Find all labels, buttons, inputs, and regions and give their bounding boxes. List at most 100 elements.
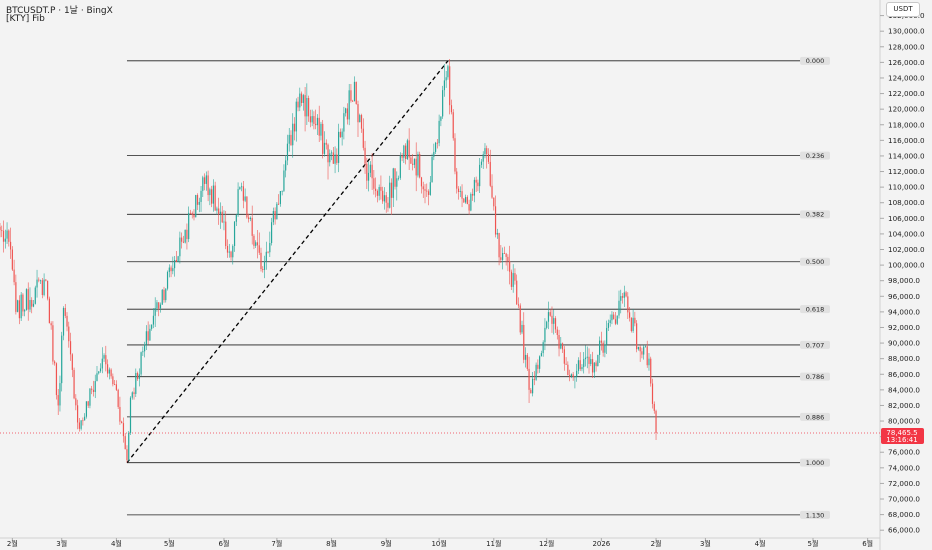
indicator-label[interactable]: [KTY] Fib bbox=[6, 14, 45, 24]
candle-body bbox=[195, 195, 197, 218]
candle-body bbox=[248, 217, 250, 220]
candle-body bbox=[498, 232, 500, 258]
candle-body bbox=[175, 259, 177, 262]
candle-body bbox=[89, 388, 91, 406]
candle-body bbox=[293, 123, 296, 132]
price-tick-label: 120,000.0 bbox=[888, 105, 925, 114]
time-tick-label: 4월 bbox=[755, 539, 766, 548]
price-tick-label: 82,000.0 bbox=[888, 401, 920, 410]
candle-body bbox=[639, 346, 641, 352]
candle-body bbox=[214, 185, 216, 211]
candle-body bbox=[369, 164, 371, 173]
candle-body bbox=[362, 128, 364, 148]
candle-body bbox=[218, 208, 220, 214]
candle-body bbox=[121, 421, 123, 424]
candle-body bbox=[38, 279, 40, 281]
candle-body bbox=[15, 282, 17, 312]
time-axis[interactable]: 2월 3월 4월 5월 6월 7월 8월 9월 10월 11월 12월 2026 2월 3월 4월 5월 6월 bbox=[0, 537, 880, 548]
time-tick-label: 6월 bbox=[219, 539, 230, 548]
candle-body bbox=[265, 251, 267, 262]
candle-body bbox=[553, 318, 555, 324]
fib-retracement[interactable]: 0.000 0.236 0.382 0.500 0.618 0.707 0.786 0.886… bbox=[126, 56, 830, 519]
candle-body bbox=[503, 253, 505, 254]
time-tick-label: 8월 bbox=[326, 539, 337, 548]
price-tick-label: 84,000.0 bbox=[888, 385, 920, 394]
candle-body bbox=[456, 171, 458, 189]
candle-body bbox=[554, 318, 557, 330]
price-axis[interactable]: 66,000.0 68,000.0 70,000.0 72,000.0 74,000.0… bbox=[879, 0, 925, 550]
candle-body bbox=[149, 328, 151, 341]
candle-body bbox=[151, 324, 153, 329]
candle-body bbox=[410, 157, 412, 164]
candle-body bbox=[179, 237, 181, 257]
candle-body bbox=[357, 104, 359, 123]
current-price-tag-bg bbox=[881, 428, 924, 445]
price-tick-label: 108,000.0 bbox=[888, 198, 925, 207]
price-tick-label: 66,000.0 bbox=[888, 526, 920, 535]
candle-body bbox=[523, 324, 525, 360]
candle-body bbox=[431, 156, 433, 183]
candle-body bbox=[486, 148, 488, 155]
time-tick-label: 10월 bbox=[431, 539, 446, 548]
candle-body bbox=[110, 369, 112, 377]
candle-body bbox=[551, 315, 553, 324]
candle-body bbox=[630, 317, 632, 331]
fib-label-bg bbox=[800, 458, 830, 467]
candle-body bbox=[200, 190, 202, 202]
price-tick-label: 102,000.0 bbox=[888, 245, 925, 254]
trend-line-group[interactable] bbox=[126, 60, 449, 464]
candle-body bbox=[1, 230, 3, 231]
candle-body bbox=[484, 148, 486, 155]
candle-body bbox=[472, 194, 474, 196]
candle-body bbox=[558, 335, 560, 349]
fib-level-label: 0.618 bbox=[806, 306, 825, 314]
time-tick-label: 2월 bbox=[7, 539, 18, 548]
candle-body bbox=[570, 374, 572, 377]
candle-body bbox=[276, 203, 278, 220]
candle-body bbox=[188, 212, 190, 240]
candle-body bbox=[318, 117, 320, 136]
candle-body bbox=[136, 372, 139, 379]
candle-body bbox=[530, 389, 532, 394]
candle-body bbox=[75, 398, 77, 406]
candle-body bbox=[544, 327, 546, 343]
candle-body bbox=[57, 395, 59, 406]
candle-body bbox=[447, 66, 449, 78]
price-tick-label: 88,000.0 bbox=[888, 354, 920, 363]
candle-body bbox=[106, 364, 109, 374]
candle-body bbox=[156, 302, 158, 309]
candle-body bbox=[382, 190, 384, 202]
time-tick-label: 5월 bbox=[164, 539, 175, 548]
price-tick-label: 94,000.0 bbox=[888, 307, 920, 316]
candle-body bbox=[119, 406, 121, 422]
candle-body bbox=[18, 300, 20, 319]
candle-body bbox=[505, 253, 507, 257]
candle-body bbox=[494, 206, 497, 235]
candle-body bbox=[262, 269, 264, 270]
candle-body bbox=[27, 289, 29, 310]
candle-body bbox=[13, 269, 15, 283]
candle-body bbox=[332, 152, 334, 164]
candle-body bbox=[73, 369, 75, 399]
candle-body bbox=[528, 368, 530, 390]
candle-body bbox=[64, 307, 66, 316]
currency-unit-button[interactable]: USDT bbox=[886, 2, 920, 17]
candle-body bbox=[308, 98, 310, 117]
candle-body bbox=[567, 364, 569, 376]
candle-body bbox=[165, 288, 167, 301]
fib-label-bg bbox=[800, 340, 830, 349]
candle-body bbox=[433, 151, 435, 157]
candle-body bbox=[108, 369, 110, 374]
candle-body bbox=[279, 191, 282, 204]
candle-body bbox=[406, 140, 408, 160]
candle-body bbox=[43, 279, 45, 295]
candle-body bbox=[114, 384, 116, 385]
candle-body bbox=[392, 168, 394, 198]
candle-body bbox=[364, 147, 366, 164]
price-tick-label: 96,000.0 bbox=[888, 292, 920, 301]
candle-body bbox=[272, 211, 274, 223]
candle-body bbox=[62, 307, 65, 336]
candle-body bbox=[449, 66, 451, 106]
